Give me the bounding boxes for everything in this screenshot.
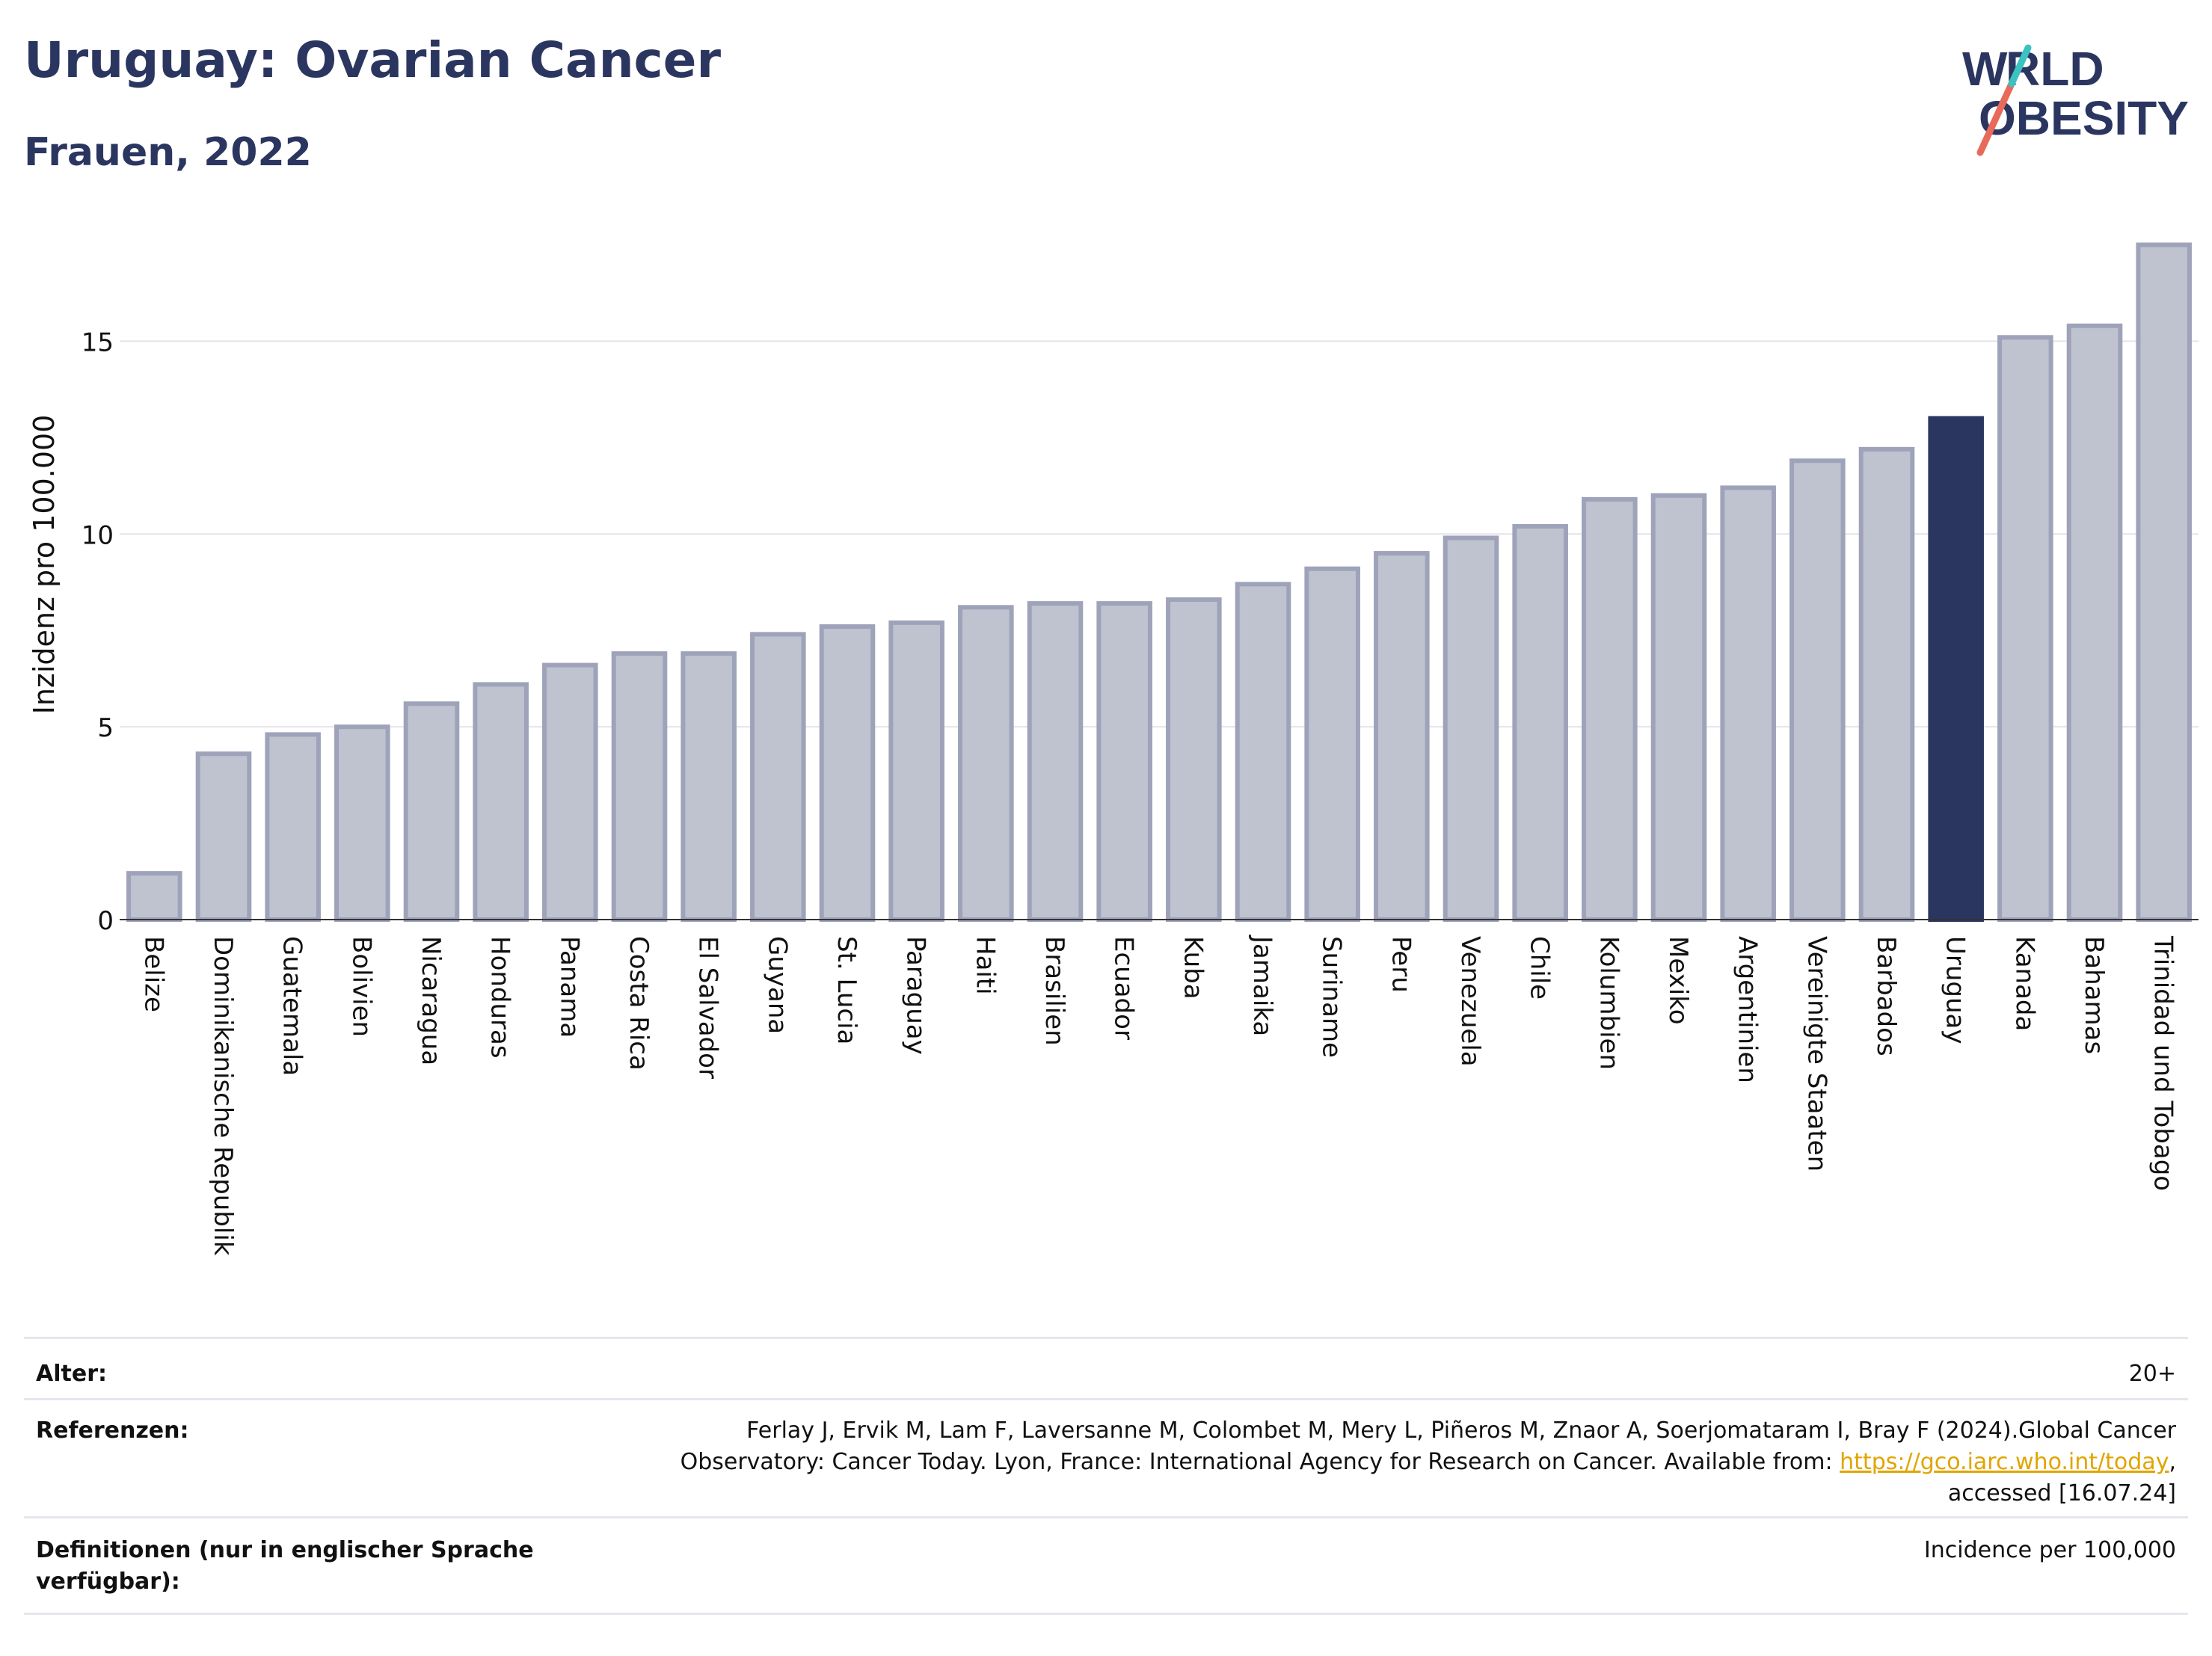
bar: [750, 632, 806, 922]
y-axis-label: Inzidenz pro 100.000: [28, 415, 61, 715]
references-value: Ferlay J, Ervik M, Lam F, Laversanne M, …: [456, 1415, 2176, 1509]
bar: [1027, 601, 1084, 922]
bar: [1096, 601, 1152, 922]
bar: [334, 724, 390, 922]
bar: [1858, 446, 1915, 922]
references-line-1: Ferlay J, Ervik M, Lam F, Laversanne M, …: [746, 1418, 2176, 1444]
x-tick-label: Guyana: [762, 936, 792, 1034]
bar: [403, 701, 460, 923]
bar: [126, 871, 182, 922]
x-tick-label: Panama: [554, 936, 584, 1038]
bar: [1512, 523, 1568, 922]
age-label: Alter:: [36, 1361, 107, 1387]
x-tick-label: Kolumbien: [1594, 936, 1623, 1070]
x-tick-label: Paraguay: [901, 936, 931, 1055]
bar: [1582, 496, 1638, 922]
x-tick-label: Vereinigte Staaten: [1801, 936, 1831, 1172]
x-tick-label: Bahamas: [2079, 936, 2109, 1054]
bar: [1443, 535, 1499, 922]
definitions-label: Definitionen (nur in englischer Sprache …: [36, 1537, 534, 1595]
svg-text:OBESITY: OBESITY: [1979, 91, 2189, 145]
bar: [1166, 597, 1222, 923]
x-tick-label: Trinidad und Tobago: [2148, 935, 2178, 1191]
x-tick-label: Barbados: [1871, 936, 1901, 1056]
bar: [2066, 323, 2123, 922]
x-tick-label: Kanada: [2009, 936, 2039, 1031]
x-tick-label: Mexiko: [1663, 936, 1693, 1025]
definitions-row: Definitionen (nur in englischer Sprache …: [24, 1516, 2188, 1615]
x-tick-label: Belize: [138, 936, 168, 1012]
x-tick-label: Kuba: [1178, 936, 1208, 1000]
x-tick-label: Bolivien: [346, 936, 376, 1037]
bar: [265, 732, 321, 923]
bar: [1374, 551, 1430, 922]
y-tick-label: 5: [97, 713, 114, 743]
bar: [2136, 242, 2192, 922]
x-tick-label: Haiti: [970, 936, 1000, 995]
bar: [1650, 493, 1707, 922]
x-tick-label: Nicaragua: [416, 936, 446, 1065]
bar: [681, 651, 737, 922]
x-tick-label: El Salvador: [693, 936, 723, 1079]
bar: [195, 751, 252, 922]
bar: [888, 620, 944, 922]
x-tick-label: Brasilien: [1039, 936, 1069, 1046]
x-tick-label: St. Lucia: [832, 936, 861, 1044]
bar: [1720, 485, 1776, 922]
references-line-2-text: Observatory: Cancer Today. Lyon, France:…: [680, 1449, 1840, 1475]
x-tick-label: Jamaika: [1247, 935, 1277, 1036]
references-line-2: Observatory: Cancer Today. Lyon, France:…: [456, 1447, 2176, 1478]
bar: [1789, 458, 1846, 922]
x-tick-label: Chile: [1525, 936, 1555, 1000]
x-tick-label: Uruguay: [1941, 936, 1970, 1044]
age-row: Alter: 20+: [24, 1337, 2188, 1399]
references-line-3: accessed [16.07.24]: [1947, 1480, 2176, 1506]
page-subtitle: Frauen, 2022: [24, 130, 312, 175]
bar: [1304, 566, 1360, 922]
x-tick-label: Peru: [1386, 936, 1416, 993]
bar: [1997, 335, 2053, 922]
x-tick-label: Ecuador: [1109, 936, 1139, 1040]
y-tick-label: 10: [82, 520, 114, 550]
age-value: 20+: [2128, 1361, 2176, 1387]
bar: [611, 651, 668, 922]
bar: [542, 662, 598, 922]
references-line-2-end: ,: [2169, 1449, 2176, 1475]
bar: [819, 624, 876, 922]
x-tick-label: Venezuela: [1455, 936, 1485, 1067]
y-tick-label: 15: [82, 327, 114, 357]
bar: [473, 682, 529, 922]
x-tick-label: Dominikanische Republik: [208, 936, 238, 1256]
page-title: Uruguay: Ovarian Cancer: [24, 31, 721, 89]
x-tick-label: Suriname: [1317, 936, 1347, 1058]
x-tick-label: Costa Rica: [624, 936, 654, 1071]
references-link[interactable]: https://gco.iarc.who.int/today: [1840, 1449, 2169, 1475]
svg-text:W: W: [1962, 42, 2008, 96]
references-label: Referenzen:: [36, 1418, 189, 1444]
x-tick-label: Honduras: [485, 936, 515, 1059]
world-obesity-logo: W RLD OBESITY: [1962, 42, 2189, 156]
x-tick-label: Guatemala: [277, 936, 307, 1076]
references-row: Referenzen: Ferlay J, Ervik M, Lam F, La…: [24, 1398, 2188, 1517]
definitions-value: Incidence per 100,000: [1923, 1537, 2176, 1563]
x-tick-label: Argentinien: [1733, 936, 1763, 1083]
bar-chart: 0 5 10 15 Belize Dominikanische Republik Guat…: [28, 242, 2199, 1256]
bar: [958, 605, 1014, 922]
y-tick-label: 0: [97, 906, 114, 936]
bar: [1235, 582, 1291, 923]
bar: [1928, 416, 1984, 922]
